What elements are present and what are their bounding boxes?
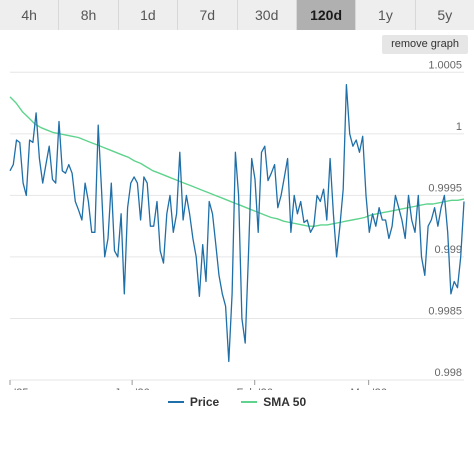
tab-8h[interactable]: 8h: [59, 0, 119, 30]
tab-30d[interactable]: 30d: [237, 0, 297, 30]
y-tick-label: 0.9995: [428, 182, 462, 194]
sma-50-line: [9, 96, 465, 227]
tab-1y[interactable]: 1y: [356, 0, 416, 30]
sma-swatch: [241, 401, 258, 403]
tab-4h[interactable]: 4h: [0, 0, 60, 30]
legend-label-price: Price: [189, 395, 220, 409]
y-tick-label: 0.998: [434, 367, 462, 379]
x-tick-label: Jan '26: [115, 387, 150, 390]
y-tick-label: 1: [456, 121, 462, 133]
range-tabs: 4h 8h 1d 7d 30d 120d 1y 5y: [0, 0, 474, 30]
y-tick-label: 1.0005: [428, 59, 462, 71]
x-axis-ticks: Dec '25 Jan '26 Feb '26 Mar '26: [0, 380, 387, 390]
y-tick-label: 0.9985: [428, 305, 462, 317]
legend-label-sma: SMA 50: [263, 395, 307, 409]
x-tick-label: Mar '26: [350, 387, 386, 390]
legend: Price SMA 50: [0, 392, 474, 412]
price-swatch: [167, 401, 184, 403]
legend-item-price[interactable]: Price: [167, 395, 220, 409]
tab-120d[interactable]: 120d: [296, 0, 357, 30]
legend-item-sma[interactable]: SMA 50: [241, 395, 306, 409]
tab-7d[interactable]: 7d: [178, 0, 238, 30]
x-tick-label: Feb '26: [237, 387, 273, 390]
price-line: [9, 83, 465, 363]
tab-1d[interactable]: 1d: [118, 0, 179, 30]
grid-layer: [10, 71, 464, 381]
remove-graph-button[interactable]: remove graph: [382, 35, 468, 54]
series-layer: [9, 83, 465, 363]
x-tick-label: Dec '25: [0, 387, 28, 390]
tab-5y[interactable]: 5y: [415, 0, 474, 30]
